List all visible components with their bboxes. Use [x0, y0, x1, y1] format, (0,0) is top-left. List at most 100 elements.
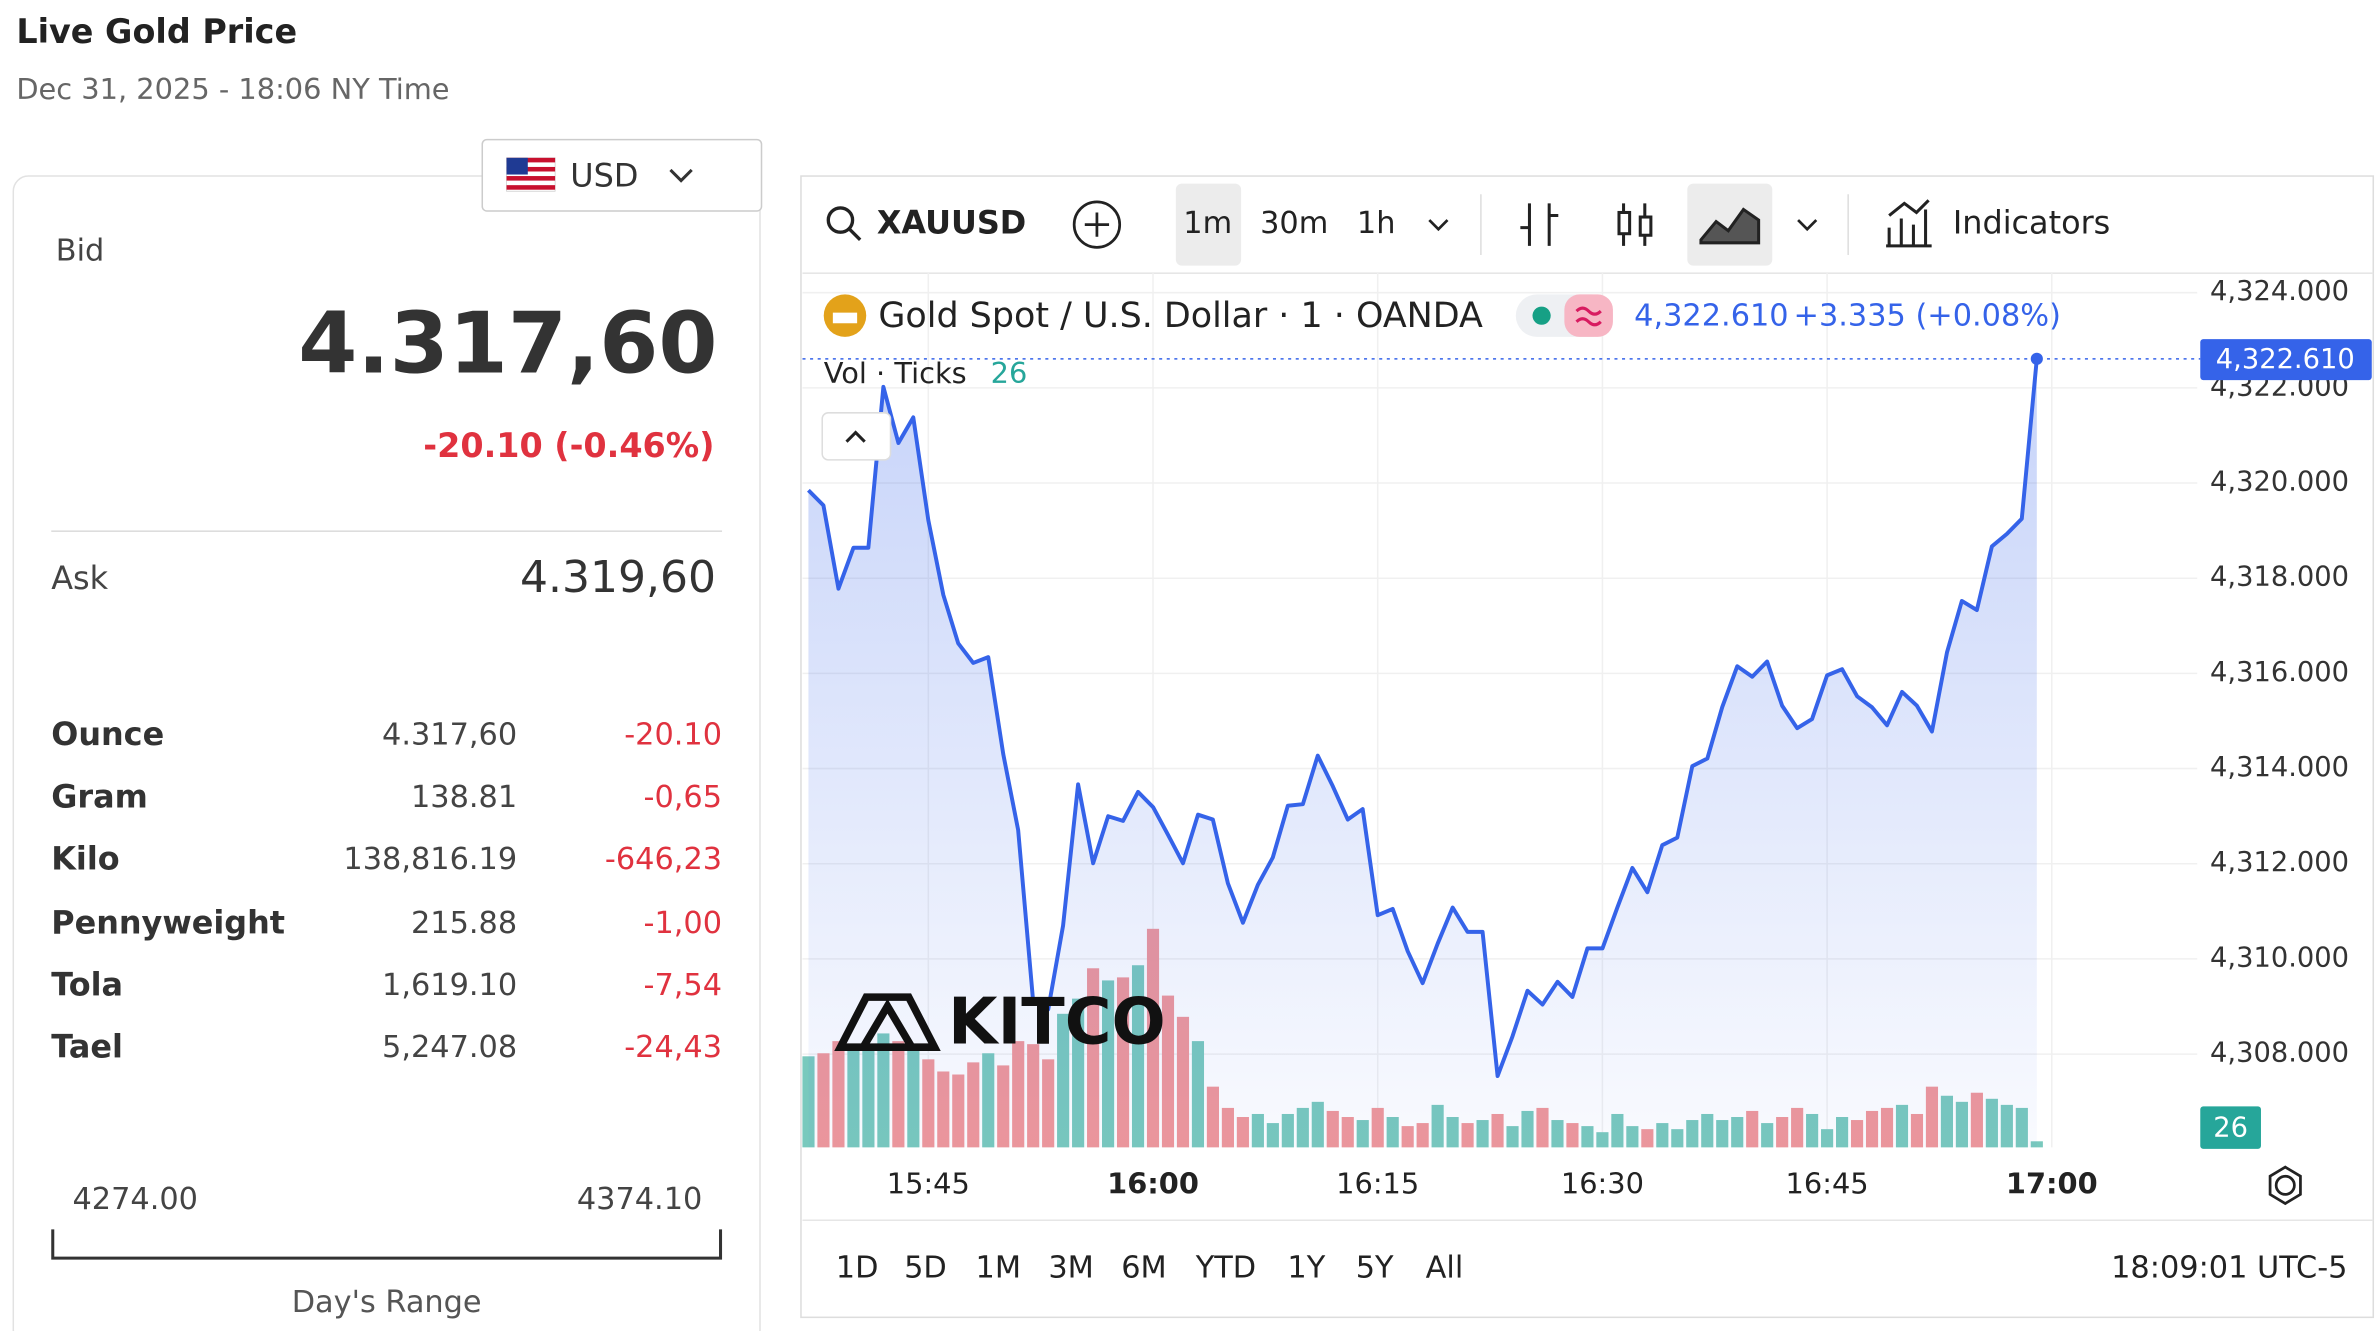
- y-tick-label: 4,316.000: [2210, 657, 2349, 688]
- market-status: [1532, 306, 1551, 325]
- unit-name: Tael: [51, 1028, 123, 1066]
- chevron: [669, 168, 693, 183]
- delay-icon: [1575, 306, 1602, 327]
- toolbar: XAUUSD 1m 30m 1h Indicators: [826, 183, 2110, 266]
- search-icon-handle: [848, 227, 862, 241]
- volume-tag-label: 26: [2213, 1113, 2248, 1144]
- price-tag-label: 4,322.610: [2216, 344, 2355, 375]
- y-tick-label: 4,314.000: [2210, 752, 2349, 783]
- price-panel: [12, 175, 761, 1331]
- active-style-bg: [1687, 183, 1773, 266]
- range-button[interactable]: 5Y: [1356, 1250, 1394, 1285]
- clock: 18:09:01 UTC-5: [2111, 1250, 2347, 1285]
- intervals: 1m 30m 1h: [1183, 206, 1395, 241]
- range-button[interactable]: 1M: [976, 1250, 1022, 1285]
- chevron[interactable]: [1797, 219, 1818, 232]
- symbol[interactable]: XAUUSD: [877, 204, 1026, 242]
- indicators-icon[interactable]: [1886, 199, 1932, 248]
- range-button[interactable]: 1D: [836, 1250, 879, 1285]
- y-tick-label: 4,320.000: [2210, 467, 2349, 498]
- indicators[interactable]: Indicators: [1953, 204, 2110, 242]
- units-table: Ounce 4.317,60 -20.10 Gram 138.81 -0,65 Kilo 13…: [51, 715, 722, 1066]
- unit-change: -0,65: [644, 780, 723, 815]
- chart-legend: Gold Spot / U.S. Dollar · 1 · OANDA 4,32…: [821, 294, 2061, 461]
- unit-change: -24,43: [624, 1030, 722, 1065]
- unit-price: 4.317,60: [382, 718, 517, 753]
- price-line: [807, 358, 2039, 1079]
- volume-tag: [2200, 1106, 2261, 1149]
- plot: 15:45 16:00 16:15 16:30 16:45 17:00 4,308.000 4…: [802, 273, 2372, 1200]
- page-title: Live Gold Price: [16, 12, 297, 51]
- last-point: [2030, 352, 2043, 365]
- currency-label[interactable]: USD: [570, 157, 638, 195]
- range-button[interactable]: 6M: [1121, 1250, 1167, 1285]
- symbol-logo-bar: [832, 312, 858, 324]
- interval[interactable]: 1h: [1357, 206, 1396, 241]
- x-tick-label: 15:45: [887, 1166, 970, 1200]
- range-button[interactable]: 1Y: [1287, 1250, 1325, 1285]
- unit-price: 138.81: [411, 780, 517, 815]
- candle: [1638, 215, 1653, 237]
- unit-change: -646,23: [605, 842, 722, 877]
- watermark-logo: [834, 993, 941, 1051]
- range-button[interactable]: 5D: [904, 1250, 947, 1285]
- active-interval-bg: [1175, 183, 1242, 266]
- collapse-button[interactable]: [821, 412, 892, 461]
- settings-icon[interactable]: [2274, 1174, 2296, 1196]
- range-label: Day's Range: [292, 1285, 482, 1320]
- ask-label: Ask: [51, 559, 108, 597]
- plus: [1084, 212, 1110, 237]
- chevron[interactable]: [1428, 219, 1449, 232]
- x-tick-label: 16:15: [1336, 1166, 1419, 1200]
- watermark: KITCO: [834, 986, 1166, 1060]
- x-tick-label: 17:00: [2006, 1166, 2098, 1200]
- unit-name: Gram: [51, 777, 148, 815]
- x-tick-label: 16:00: [1107, 1166, 1199, 1200]
- flag-stripes: [506, 157, 556, 190]
- unit-price: 215.88: [411, 906, 517, 941]
- unit-name: Kilo: [51, 840, 119, 878]
- unit-name: Ounce: [51, 715, 164, 753]
- bid-price: 4.317,60: [298, 294, 717, 393]
- unit-change: -7,54: [644, 968, 723, 1003]
- unit-change: -1,00: [644, 906, 723, 941]
- unit-name: Tola: [51, 965, 123, 1003]
- unit-change: -20.10: [624, 718, 722, 753]
- currency-select[interactable]: USD: [481, 138, 763, 212]
- range-button[interactable]: All: [1426, 1250, 1464, 1285]
- unit-price: 1,619.10: [382, 968, 517, 1003]
- x-tick-label: 16:45: [1786, 1166, 1869, 1200]
- unit-price: 138,816.19: [343, 842, 517, 877]
- bars-icon[interactable]: [1520, 203, 1559, 246]
- range-button[interactable]: 3M: [1048, 1250, 1094, 1285]
- price-tag: [2200, 339, 2372, 381]
- range-buttons: 1D 5D 1M 3M 6M YTD 1Y 5Y All: [836, 1250, 1463, 1285]
- collapse-icon: [845, 430, 866, 443]
- range-bar: [51, 1229, 723, 1260]
- interval[interactable]: 30m: [1260, 206, 1328, 241]
- area-icon[interactable]: [1699, 207, 1761, 245]
- area: [808, 358, 2037, 1148]
- range-high: 4374.10: [577, 1182, 702, 1217]
- delay-badge: [1564, 294, 1613, 337]
- legend-title: Gold Spot / U.S. Dollar · 1 · OANDA: [878, 296, 1483, 336]
- settings-frame: [2268, 1165, 2302, 1206]
- y-tick-label: 4,318.000: [2210, 562, 2349, 593]
- search-icon[interactable]: [826, 206, 855, 234]
- y-tick-label: 4,312.000: [2210, 847, 2349, 878]
- legend-change: +3.335 (+0.08%): [1794, 299, 2061, 334]
- add-symbol[interactable]: [1072, 200, 1122, 249]
- bid-label: Bid: [56, 233, 105, 268]
- range-low: 4274.00: [72, 1182, 197, 1217]
- watermark-text: KITCO: [948, 986, 1166, 1060]
- y-tick-label: 4,310.000: [2210, 942, 2349, 973]
- volume-value: 26: [991, 356, 1028, 390]
- y-tick-label: 4,324.000: [2210, 276, 2349, 307]
- x-tick-label: 16:30: [1561, 1166, 1644, 1200]
- ask-price: 4.319,60: [520, 552, 716, 603]
- interval[interactable]: 1m: [1183, 206, 1232, 241]
- volume-label: Vol · Ticks: [824, 356, 967, 390]
- range-button[interactable]: YTD: [1195, 1250, 1256, 1285]
- legend-price: 4,322.610: [1634, 299, 1788, 334]
